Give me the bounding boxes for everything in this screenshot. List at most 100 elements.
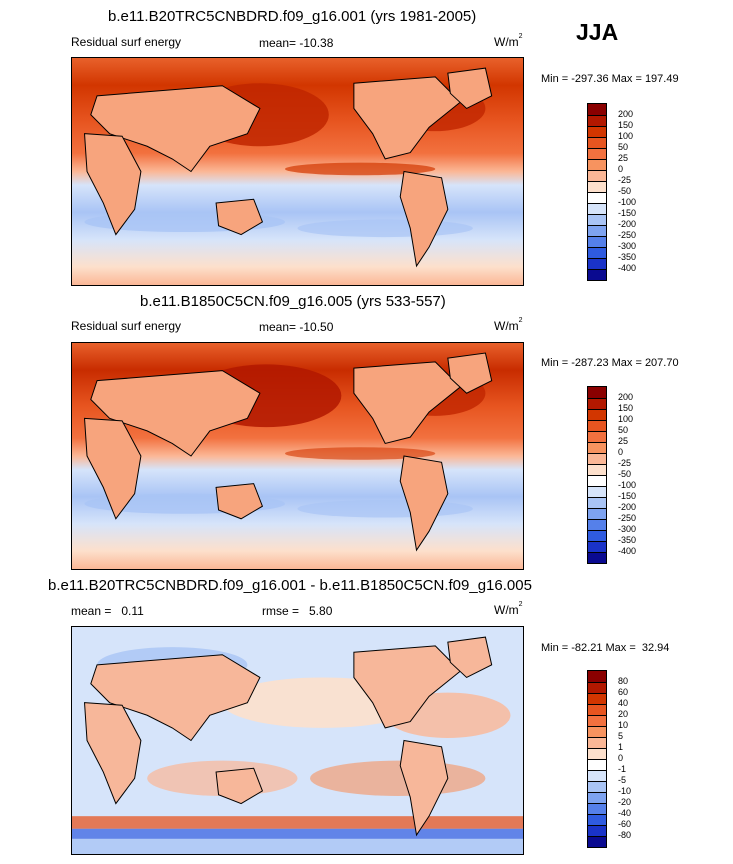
colorbar-box: [588, 497, 606, 508]
colorbar-tick-label: -400: [618, 262, 637, 273]
colorbar-box: [588, 792, 606, 803]
colorbar-tick-label: -100: [618, 479, 637, 490]
panel2-title: b.e11.B1850C5CN.f09_g16.005 (yrs 533-557…: [140, 293, 446, 310]
colorbar-box: [588, 170, 606, 181]
colorbar-tick-label: 0: [618, 446, 624, 457]
colorbar-box: [588, 258, 606, 269]
panel1-map: [71, 57, 524, 286]
colorbar-tick-label: 0: [618, 752, 624, 763]
colorbar-tick-label: -25: [618, 457, 632, 468]
colorbar-tick-label: -400: [618, 545, 637, 556]
panel1-variable-label: Residual surf energy: [71, 35, 182, 49]
colorbar-tick-label: 100: [618, 413, 634, 424]
colorbar-box: [588, 420, 606, 431]
colorbar-tick-label: -200: [618, 218, 637, 229]
colorbar-tick-label: -200: [618, 501, 637, 512]
panel1-colorbar: [587, 103, 607, 281]
colorbar-box: [588, 748, 606, 759]
panel3-mean-label: mean = 0.11: [71, 604, 144, 618]
colorbar-box: [588, 759, 606, 770]
colorbar-box: [588, 552, 606, 563]
season-label: JJA: [576, 19, 619, 45]
panel3-map: [71, 626, 524, 855]
colorbar-box: [588, 398, 606, 409]
colorbar-tick-label: -150: [618, 490, 637, 501]
colorbar-tick-label: -1: [618, 763, 627, 774]
colorbar-box: [588, 519, 606, 530]
colorbar-box: [588, 442, 606, 453]
panel3-colorbar: [587, 670, 607, 848]
colorbar-box: [588, 126, 606, 137]
colorbar-tick-label: 100: [618, 130, 634, 141]
colorbar-box: [588, 137, 606, 148]
colorbar-tick-label: -250: [618, 229, 637, 240]
panel2-map-field: [72, 343, 523, 569]
panel3-map-field: [72, 627, 523, 854]
colorbar-tick-label: -5: [618, 774, 627, 785]
colorbar-tick-label: 150: [618, 119, 634, 130]
colorbar-tick-label: 50: [618, 424, 629, 435]
colorbar-box: [588, 737, 606, 748]
colorbar-tick-label: -50: [618, 468, 632, 479]
colorbar-box: [588, 726, 606, 737]
colorbar-tick-label: -25: [618, 174, 632, 185]
colorbar-box: [588, 203, 606, 214]
panel3-minmax: Min = -82.21 Max = 32.94: [541, 642, 670, 654]
panel2-colorbar: [587, 386, 607, 564]
colorbar-box: [588, 781, 606, 792]
colorbar-tick-label: 0: [618, 163, 624, 174]
panel2-colorbar-labels: 200 150 100 50 25 0 -25 -50 -100 -150 -200 -250 -300…: [618, 386, 658, 562]
colorbar-box: [588, 431, 606, 442]
panel2-minmax: Min = -287.23 Max = 207.70: [541, 357, 679, 369]
colorbar-box: [588, 715, 606, 726]
colorbar-box: [588, 682, 606, 693]
colorbar-box: [588, 269, 606, 280]
colorbar-box: [588, 192, 606, 203]
colorbar-tick-label: -60: [618, 818, 632, 829]
colorbar-box: [588, 236, 606, 247]
colorbar-box: [588, 159, 606, 170]
colorbar-tick-label: -80: [618, 829, 632, 840]
colorbar-tick-label: 1: [618, 741, 624, 752]
colorbar-box: [588, 475, 606, 486]
panel2-units-label: W/m2: [494, 317, 523, 333]
colorbar-tick-label: 25: [618, 435, 629, 446]
colorbar-box: [588, 409, 606, 420]
panel3-colorbar-labels: 80 60 40 20 10 5 1 0 -1 -5 -10 -20 -40 -60 -80: [618, 670, 658, 846]
colorbar-tick-label: 200: [618, 108, 634, 119]
colorbar-box: [588, 225, 606, 236]
colorbar-box: [588, 453, 606, 464]
colorbar-tick-label: 25: [618, 152, 629, 163]
panel2-variable-label: Residual surf energy: [71, 319, 182, 333]
colorbar-tick-label: -350: [618, 251, 637, 262]
panel3-rmse-label: rmse = 5.80: [262, 604, 333, 618]
colorbar-tick-label: -350: [618, 534, 637, 545]
colorbar-box: [588, 181, 606, 192]
colorbar-tick-label: 5: [618, 730, 624, 741]
colorbar-tick-label: 50: [618, 141, 629, 152]
colorbar-box: [588, 486, 606, 497]
colorbar-tick-label: -300: [618, 523, 637, 534]
colorbar-tick-label: 200: [618, 391, 634, 402]
colorbar-tick-label: 40: [618, 697, 629, 708]
panel1-mean-label: mean= -10.38: [259, 36, 334, 50]
panel3-title: b.e11.B20TRC5CNBDRD.f09_g16.001 - b.e11.…: [48, 577, 532, 594]
colorbar-tick-label: -300: [618, 240, 637, 251]
panel1-units-label: W/m2: [494, 33, 523, 49]
colorbar-box: [588, 115, 606, 126]
panel1-map-field: [72, 58, 523, 285]
colorbar-box: [588, 508, 606, 519]
colorbar-box: [588, 770, 606, 781]
colorbar-box: [588, 825, 606, 836]
panel1-title: b.e11.B20TRC5CNBDRD.f09_g16.001 (yrs 198…: [108, 8, 477, 25]
colorbar-tick-label: -250: [618, 512, 637, 523]
colorbar-box: [588, 104, 606, 115]
colorbar-box: [588, 530, 606, 541]
colorbar-tick-label: 20: [618, 708, 629, 719]
colorbar-box: [588, 214, 606, 225]
colorbar-box: [588, 541, 606, 552]
panel1-minmax: Min = -297.36 Max = 197.49: [541, 73, 679, 85]
colorbar-tick-label: -10: [618, 785, 632, 796]
panel1-colorbar-labels: 200 150 100 50 25 0 -25 -50 -100 -150 -200 -250 -300…: [618, 103, 658, 279]
colorbar-tick-label: 60: [618, 686, 629, 697]
